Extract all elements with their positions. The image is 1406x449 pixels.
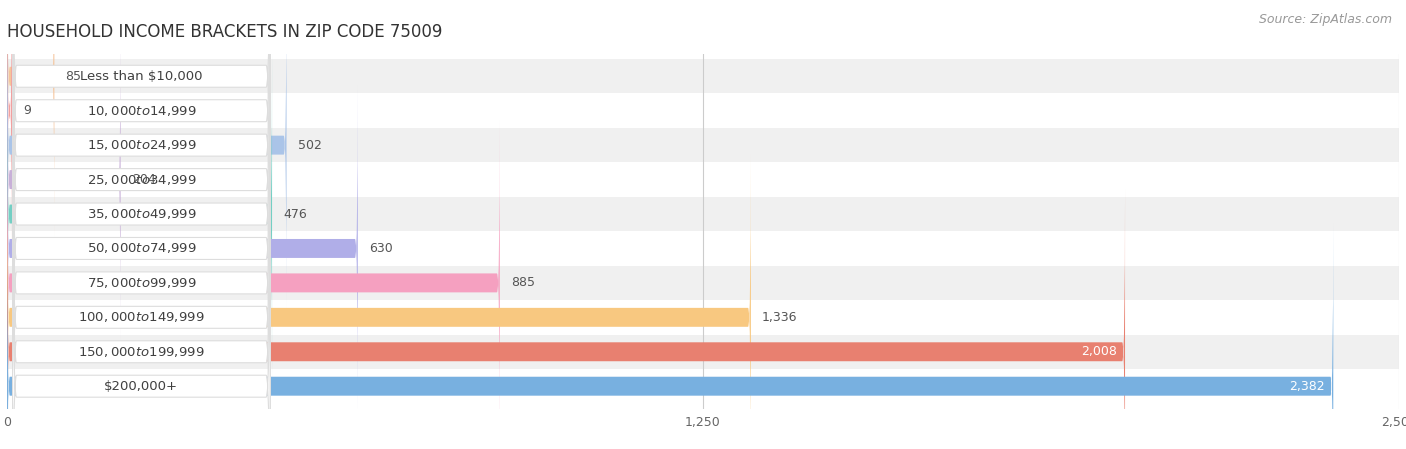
FancyBboxPatch shape <box>13 53 270 449</box>
Bar <box>7 128 1399 163</box>
Text: $100,000 to $149,999: $100,000 to $149,999 <box>79 310 205 324</box>
FancyBboxPatch shape <box>7 0 55 239</box>
Text: 85: 85 <box>66 70 82 83</box>
Bar <box>7 197 1399 231</box>
Text: $10,000 to $14,999: $10,000 to $14,999 <box>87 104 197 118</box>
FancyBboxPatch shape <box>7 224 1333 449</box>
FancyBboxPatch shape <box>13 156 270 449</box>
Text: $150,000 to $199,999: $150,000 to $199,999 <box>79 345 205 359</box>
Text: Source: ZipAtlas.com: Source: ZipAtlas.com <box>1258 13 1392 26</box>
FancyBboxPatch shape <box>7 86 357 411</box>
Bar <box>7 335 1399 369</box>
Text: $35,000 to $49,999: $35,000 to $49,999 <box>87 207 197 221</box>
Text: $15,000 to $24,999: $15,000 to $24,999 <box>87 138 197 152</box>
Text: 2,008: 2,008 <box>1081 345 1116 358</box>
Text: 204: 204 <box>132 173 156 186</box>
Text: 9: 9 <box>22 104 31 117</box>
FancyBboxPatch shape <box>13 0 270 306</box>
Bar <box>7 300 1399 335</box>
FancyBboxPatch shape <box>7 120 499 445</box>
FancyBboxPatch shape <box>13 0 270 341</box>
Bar <box>7 93 1399 128</box>
Bar <box>7 369 1399 403</box>
FancyBboxPatch shape <box>13 122 270 449</box>
Text: 2,382: 2,382 <box>1289 380 1324 393</box>
Text: 502: 502 <box>298 139 322 152</box>
Text: Less than $10,000: Less than $10,000 <box>80 70 202 83</box>
FancyBboxPatch shape <box>7 189 1125 449</box>
FancyBboxPatch shape <box>7 0 287 308</box>
Text: 630: 630 <box>368 242 392 255</box>
Bar <box>7 266 1399 300</box>
FancyBboxPatch shape <box>13 87 270 449</box>
FancyBboxPatch shape <box>13 0 270 409</box>
Text: $200,000+: $200,000+ <box>104 380 179 393</box>
Text: $25,000 to $34,999: $25,000 to $34,999 <box>87 172 197 187</box>
FancyBboxPatch shape <box>13 0 270 444</box>
Text: HOUSEHOLD INCOME BRACKETS IN ZIP CODE 75009: HOUSEHOLD INCOME BRACKETS IN ZIP CODE 75… <box>7 23 443 41</box>
Text: $75,000 to $99,999: $75,000 to $99,999 <box>87 276 197 290</box>
FancyBboxPatch shape <box>13 18 270 449</box>
Text: 1,336: 1,336 <box>762 311 797 324</box>
Bar <box>7 163 1399 197</box>
Bar <box>7 231 1399 266</box>
FancyBboxPatch shape <box>7 0 13 273</box>
FancyBboxPatch shape <box>7 154 751 449</box>
Bar <box>7 59 1399 93</box>
FancyBboxPatch shape <box>13 0 270 375</box>
FancyBboxPatch shape <box>7 51 271 377</box>
Text: $50,000 to $74,999: $50,000 to $74,999 <box>87 242 197 255</box>
FancyBboxPatch shape <box>7 17 121 342</box>
Text: 885: 885 <box>510 277 534 290</box>
Text: 476: 476 <box>283 207 307 220</box>
